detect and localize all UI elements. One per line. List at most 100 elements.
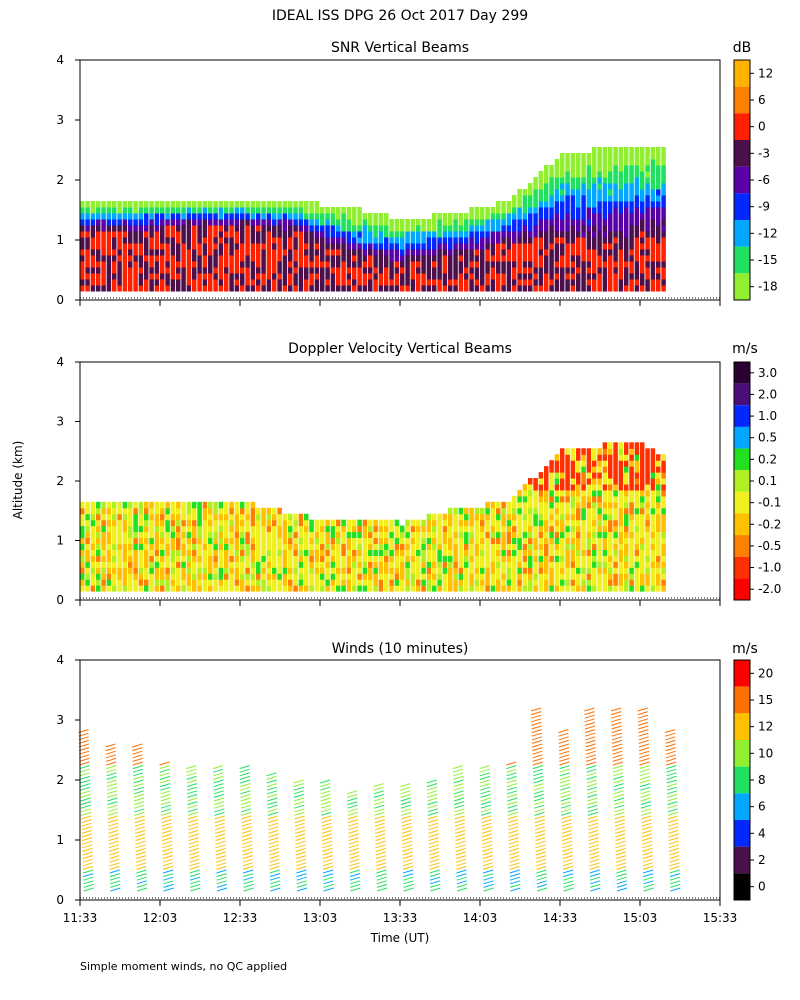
- snr-cell: [597, 147, 602, 154]
- doppler-cell: [576, 489, 581, 497]
- wind-barb: [560, 801, 571, 806]
- wind-barb: [213, 775, 224, 780]
- snr-cell: [368, 273, 373, 280]
- snr-cell: [368, 279, 373, 286]
- doppler-data-field: [80, 442, 666, 592]
- doppler-cell: [522, 519, 528, 527]
- snr-cell: [400, 273, 405, 280]
- doppler-cell: [122, 513, 128, 521]
- doppler-cell: [117, 501, 122, 509]
- snr-cell: [613, 195, 618, 202]
- doppler-cell: [368, 579, 373, 586]
- snr-cell: [506, 267, 512, 274]
- wind-barb: [374, 804, 385, 809]
- doppler-cell: [304, 567, 309, 574]
- doppler-cell: [122, 549, 128, 556]
- wind-barb: [666, 783, 678, 788]
- doppler-cell: [133, 537, 138, 545]
- snr-cell: [181, 279, 186, 286]
- wind-barb: [79, 779, 91, 784]
- snr-cell: [240, 231, 245, 238]
- snr-cell: [266, 273, 272, 280]
- wind-barb: [82, 844, 93, 849]
- snr-cell: [581, 237, 586, 244]
- doppler-cell: [624, 567, 629, 574]
- doppler-cell: [538, 561, 544, 568]
- doppler-cell: [213, 549, 218, 556]
- snr-cell: [448, 225, 453, 232]
- snr-cell: [144, 249, 149, 256]
- snr-cell: [197, 255, 202, 262]
- snr-cell: [474, 255, 480, 262]
- doppler-cell: [629, 543, 634, 550]
- doppler-cell: [656, 460, 661, 467]
- doppler-cell: [533, 585, 538, 592]
- doppler-cell: [469, 561, 474, 568]
- snr-cell: [368, 255, 373, 262]
- doppler-cell: [229, 573, 234, 580]
- snr-cell: [341, 279, 346, 286]
- doppler-cell: [421, 555, 426, 562]
- snr-cell: [357, 255, 362, 262]
- doppler-cell: [192, 507, 197, 515]
- doppler-cell: [229, 525, 234, 533]
- snr-cell: [522, 195, 528, 202]
- snr-cell: [533, 219, 538, 226]
- snr-cell: [330, 273, 336, 280]
- snr-cell: [149, 225, 154, 232]
- doppler-cell: [213, 537, 218, 545]
- doppler-cell: [650, 483, 656, 491]
- doppler-cell: [133, 531, 138, 539]
- doppler-cell: [229, 579, 234, 586]
- doppler-cell: [245, 579, 250, 586]
- doppler-cell: [266, 573, 272, 580]
- wind-barb: [270, 883, 281, 888]
- snr-cell: [405, 279, 410, 286]
- wind-barb: [559, 775, 571, 780]
- snr-cell: [650, 273, 656, 280]
- doppler-cell: [570, 549, 576, 556]
- doppler-cell: [133, 579, 138, 586]
- wind-barb: [533, 786, 544, 791]
- doppler-cell: [197, 567, 202, 574]
- doppler-cell: [480, 525, 485, 533]
- doppler-cell: [490, 525, 496, 533]
- doppler-cell: [272, 585, 277, 592]
- doppler-cell: [426, 555, 432, 562]
- wind-barb: [642, 855, 653, 860]
- snr-cell: [186, 201, 192, 208]
- snr-cell: [266, 279, 272, 286]
- doppler-cell: [640, 501, 645, 509]
- doppler-cell: [538, 495, 544, 503]
- wind-barb: [239, 779, 251, 784]
- doppler-cell: [570, 460, 576, 467]
- snr-cell: [117, 201, 122, 208]
- wind-barb: [588, 840, 599, 845]
- doppler-cell: [560, 549, 565, 556]
- doppler-ytick-label: 0: [56, 593, 64, 607]
- doppler-cell: [464, 585, 469, 592]
- snr-cell: [624, 261, 629, 268]
- snr-cell: [309, 243, 314, 250]
- snr-cell: [576, 255, 581, 262]
- snr-cell: [245, 255, 250, 262]
- wind-barb: [267, 793, 278, 798]
- snr-cell: [197, 201, 202, 208]
- wind-barb: [106, 775, 117, 780]
- snr-cell: [496, 225, 501, 232]
- snr-cell: [581, 213, 586, 220]
- doppler-cell: [149, 507, 154, 515]
- wind-barb: [321, 833, 333, 838]
- doppler-cell: [181, 573, 186, 580]
- doppler-cell: [613, 531, 618, 539]
- snr-cell: [586, 225, 592, 232]
- wind-barb: [375, 837, 386, 842]
- snr-cell: [512, 267, 517, 274]
- doppler-cell: [421, 585, 426, 592]
- doppler-cell: [373, 561, 378, 568]
- doppler-cell: [613, 549, 618, 556]
- snr-cell: [186, 255, 192, 262]
- doppler-cell: [517, 561, 522, 568]
- wind-barb: [532, 747, 543, 752]
